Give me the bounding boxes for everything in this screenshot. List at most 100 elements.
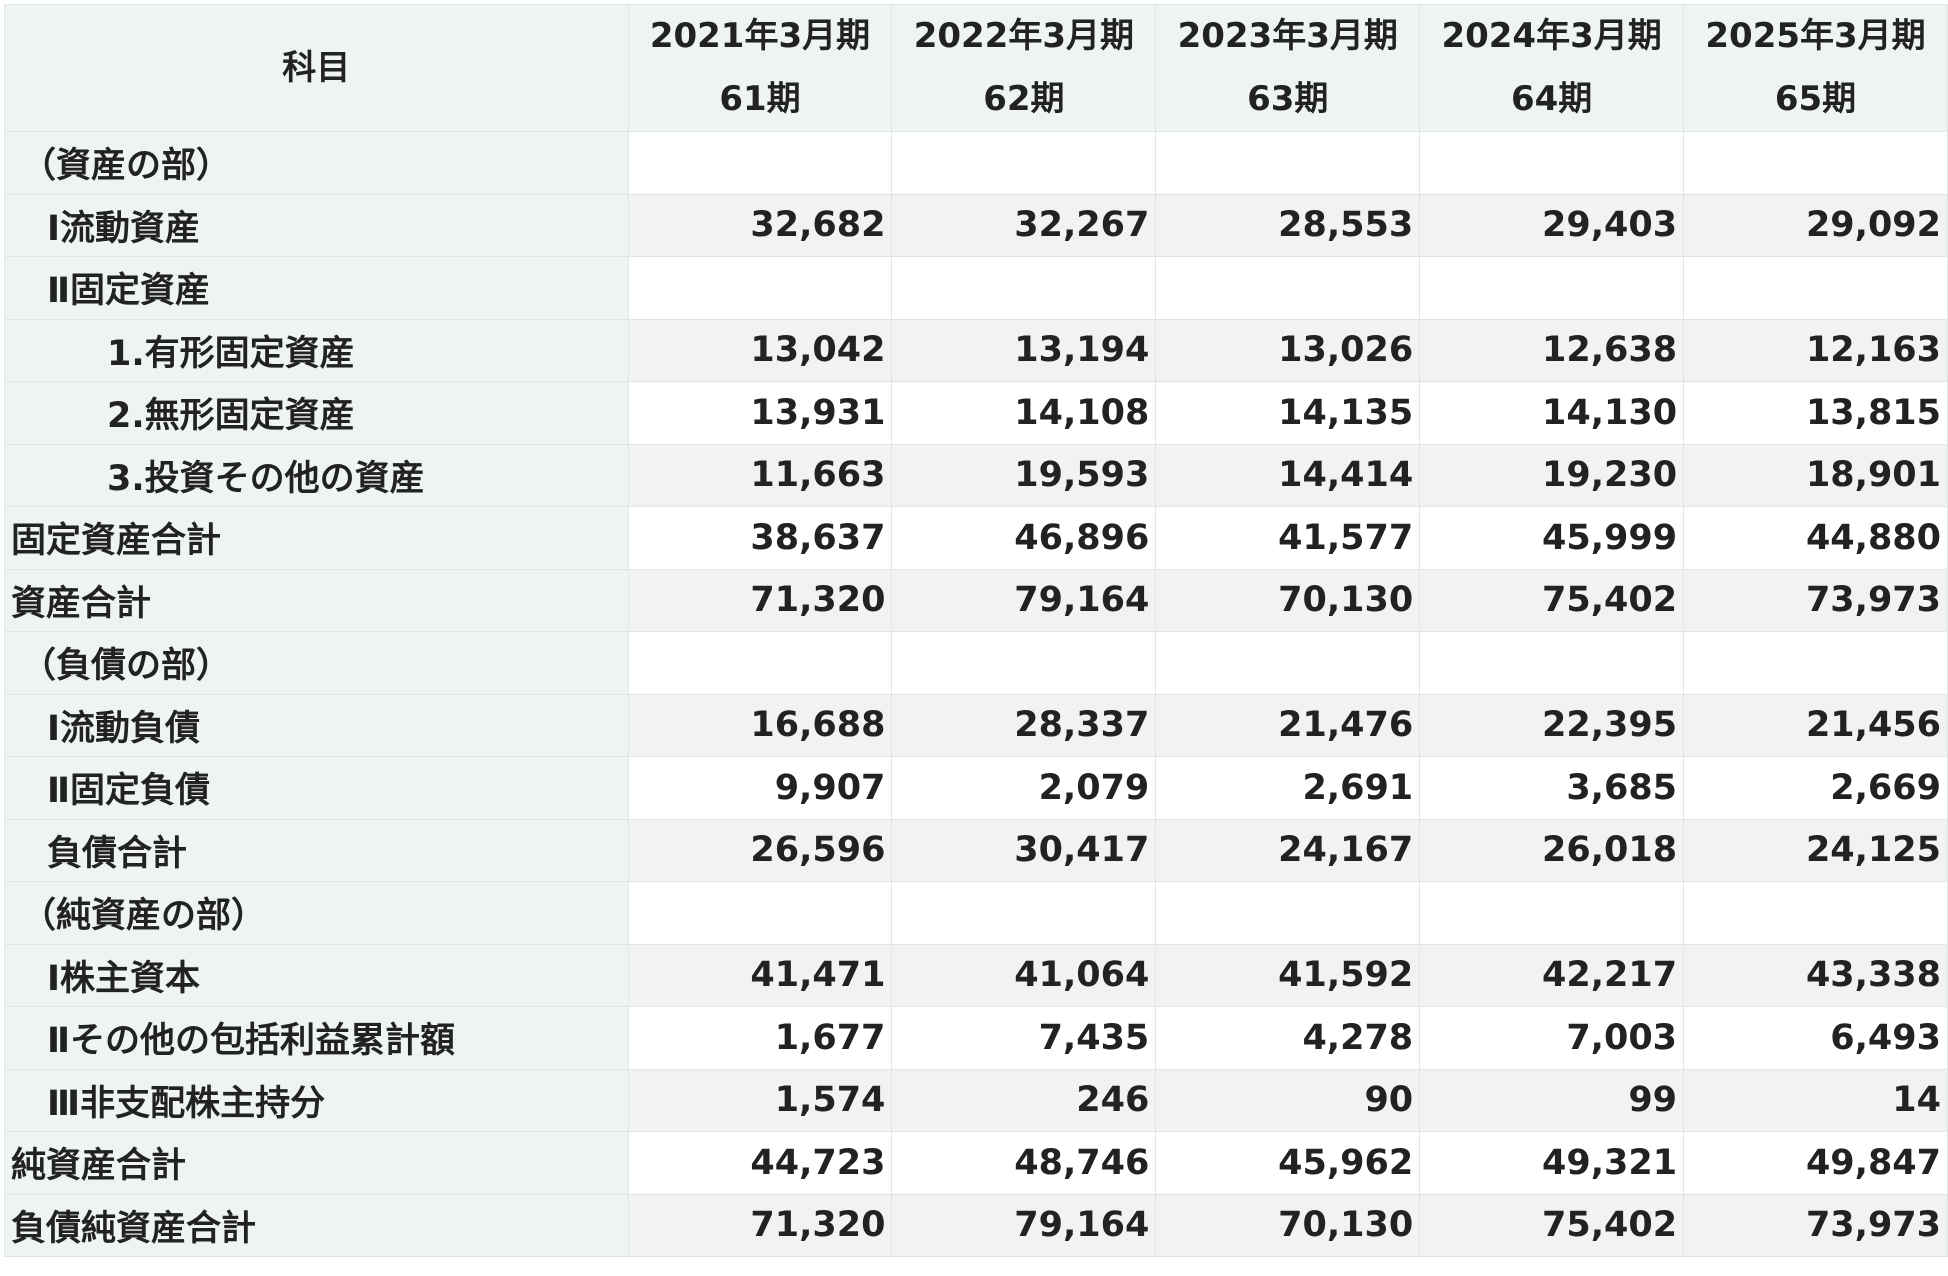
period-column-header: 2023年3月期 63期 <box>1155 4 1421 132</box>
row-label: 1.有形固定資産 <box>4 318 629 382</box>
table-row: Ⅱ固定負債 9,907 2,079 2,691 3,685 2,669 <box>4 756 1948 820</box>
value-cell: 13,931 <box>627 381 893 445</box>
table-row: （資産の部） <box>4 131 1948 195</box>
value-cell <box>1155 631 1421 695</box>
table-row: 負債合計 26,596 30,417 24,167 26,018 24,125 <box>4 818 1948 882</box>
value-cell <box>891 256 1157 320</box>
header-row: 科目 2021年3月期 61期 2022年3月期 62期 2023年3月期 63… <box>4 4 1948 132</box>
value-cell: 3,685 <box>1419 756 1685 820</box>
value-cell: 30,417 <box>891 818 1157 882</box>
value-cell: 75,402 <box>1419 568 1685 632</box>
row-label: 純資産合計 <box>4 1131 629 1195</box>
period-column-header: 2021年3月期 61期 <box>627 4 893 132</box>
period-year: 2023年3月期 <box>1177 16 1398 56</box>
period-term: 64期 <box>1510 79 1593 119</box>
value-cell: 70,130 <box>1155 1193 1421 1257</box>
value-cell: 42,217 <box>1419 943 1685 1007</box>
row-label: Ⅱその他の包括利益累計額 <box>4 1006 629 1070</box>
subject-column-header: 科目 <box>4 4 629 132</box>
value-cell: 9,907 <box>627 756 893 820</box>
row-label: 2.無形固定資産 <box>4 381 629 445</box>
value-cell: 13,194 <box>891 318 1157 382</box>
value-cell: 24,167 <box>1155 818 1421 882</box>
value-cell: 71,320 <box>627 568 893 632</box>
period-year: 2025年3月期 <box>1705 16 1926 56</box>
value-cell <box>627 256 893 320</box>
value-cell: 99 <box>1419 1068 1685 1132</box>
value-cell: 79,164 <box>891 1193 1157 1257</box>
value-cell <box>627 881 893 945</box>
period-year: 2024年3月期 <box>1441 16 1662 56</box>
value-cell <box>891 881 1157 945</box>
value-cell: 24,125 <box>1683 818 1948 882</box>
value-cell: 13,026 <box>1155 318 1421 382</box>
value-cell: 28,337 <box>891 693 1157 757</box>
value-cell <box>1155 256 1421 320</box>
table-row: 固定資産合計 38,637 46,896 41,577 45,999 44,880 <box>4 506 1948 570</box>
value-cell: 16,688 <box>627 693 893 757</box>
value-cell: 29,092 <box>1683 193 1948 257</box>
table-row: Ⅱ固定資産 <box>4 256 1948 320</box>
value-cell: 75,402 <box>1419 1193 1685 1257</box>
value-cell <box>1419 131 1685 195</box>
value-cell: 73,973 <box>1683 568 1948 632</box>
value-cell <box>627 131 893 195</box>
value-cell: 45,962 <box>1155 1131 1421 1195</box>
table-row: Ⅱその他の包括利益累計額 1,677 7,435 4,278 7,003 6,493 <box>4 1006 1948 1070</box>
value-cell: 13,815 <box>1683 381 1948 445</box>
value-cell: 22,395 <box>1419 693 1685 757</box>
balance-sheet-table: 科目 2021年3月期 61期 2022年3月期 62期 2023年3月期 63… <box>4 4 1948 1257</box>
table-row: 3.投資その他の資産 11,663 19,593 14,414 19,230 18,901 <box>4 443 1948 507</box>
table-row: 2.無形固定資産 13,931 14,108 14,135 14,130 13,815 <box>4 381 1948 445</box>
value-cell: 1,574 <box>627 1068 893 1132</box>
table-row: 純資産合計 44,723 48,746 45,962 49,321 49,847 <box>4 1131 1948 1195</box>
value-cell: 48,746 <box>891 1131 1157 1195</box>
value-cell: 19,593 <box>891 443 1157 507</box>
row-label: 資産合計 <box>4 568 629 632</box>
row-label: （純資産の部） <box>4 881 629 945</box>
value-cell: 46,896 <box>891 506 1157 570</box>
value-cell <box>1419 881 1685 945</box>
value-cell: 19,230 <box>1419 443 1685 507</box>
value-cell <box>1419 256 1685 320</box>
table-row: Ⅲ非支配株主持分 1,574 246 90 99 14 <box>4 1068 1948 1132</box>
period-column-header: 2022年3月期 62期 <box>891 4 1157 132</box>
value-cell: 1,677 <box>627 1006 893 1070</box>
value-cell: 79,164 <box>891 568 1157 632</box>
value-cell: 4,278 <box>1155 1006 1421 1070</box>
table-header: 科目 2021年3月期 61期 2022年3月期 62期 2023年3月期 63… <box>4 4 1948 132</box>
value-cell: 32,682 <box>627 193 893 257</box>
period-column-header: 2024年3月期 64期 <box>1419 4 1685 132</box>
value-cell: 26,018 <box>1419 818 1685 882</box>
value-cell: 18,901 <box>1683 443 1948 507</box>
row-label: 固定資産合計 <box>4 506 629 570</box>
value-cell: 44,880 <box>1683 506 1948 570</box>
table-row: Ⅰ流動負債 16,688 28,337 21,476 22,395 21,456 <box>4 693 1948 757</box>
value-cell: 49,847 <box>1683 1131 1948 1195</box>
value-cell: 29,403 <box>1419 193 1685 257</box>
value-cell: 7,435 <box>891 1006 1157 1070</box>
table-body: （資産の部） Ⅰ流動資産 32,682 32,267 28,553 29,403 29,09… <box>4 131 1948 1257</box>
period-year: 2021年3月期 <box>649 16 871 56</box>
table-row: 1.有形固定資産 13,042 13,194 13,026 12,638 12,163 <box>4 318 1948 382</box>
value-cell <box>1683 881 1948 945</box>
value-cell: 90 <box>1155 1068 1421 1132</box>
value-cell <box>891 131 1157 195</box>
table-row: Ⅰ株主資本 41,471 41,064 41,592 42,217 43,338 <box>4 943 1948 1007</box>
value-cell <box>1683 131 1948 195</box>
period-column-header: 2025年3月期 65期 <box>1683 4 1948 132</box>
value-cell <box>627 631 893 695</box>
row-label: Ⅰ流動資産 <box>4 193 629 257</box>
table-row: 資産合計 71,320 79,164 70,130 75,402 73,973 <box>4 568 1948 632</box>
value-cell: 43,338 <box>1683 943 1948 1007</box>
row-label: Ⅱ固定負債 <box>4 756 629 820</box>
value-cell: 14,135 <box>1155 381 1421 445</box>
value-cell: 70,130 <box>1155 568 1421 632</box>
row-label: 3.投資その他の資産 <box>4 443 629 507</box>
value-cell <box>1155 881 1421 945</box>
value-cell: 6,493 <box>1683 1006 1948 1070</box>
period-term: 65期 <box>1774 79 1857 119</box>
table-row: Ⅰ流動資産 32,682 32,267 28,553 29,403 29,092 <box>4 193 1948 257</box>
row-label: （資産の部） <box>4 131 629 195</box>
value-cell: 41,592 <box>1155 943 1421 1007</box>
